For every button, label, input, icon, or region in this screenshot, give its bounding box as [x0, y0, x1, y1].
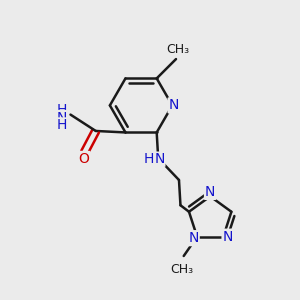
Text: N: N	[154, 152, 165, 166]
Text: N: N	[188, 231, 199, 245]
Text: H: H	[56, 103, 67, 117]
Text: H: H	[56, 118, 67, 132]
Text: N: N	[169, 98, 179, 112]
Text: H: H	[143, 152, 154, 166]
Text: N: N	[56, 111, 67, 124]
Text: O: O	[78, 152, 89, 166]
Text: CH₃: CH₃	[166, 43, 189, 56]
Text: CH₃: CH₃	[171, 263, 194, 276]
Text: N: N	[205, 185, 215, 199]
Text: N: N	[223, 230, 233, 244]
